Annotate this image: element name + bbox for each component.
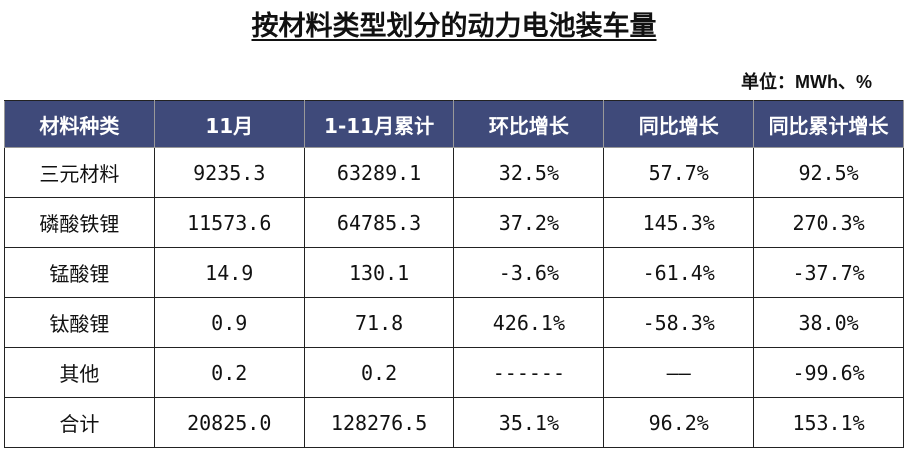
table-row: 合计 20825.0 128276.5 35.1% 96.2% 153.1%: [4, 397, 904, 448]
table-cell: 96.2%: [603, 397, 755, 448]
table-cell: 128276.5: [303, 397, 455, 448]
table-cell: ——: [603, 347, 755, 398]
table-cell: 145.3%: [603, 197, 755, 248]
table-cell: 0.2: [153, 347, 305, 398]
table-cell: 32.5%: [453, 147, 605, 198]
table-cell: 92.5%: [753, 147, 904, 198]
column-header: 1-11月累计: [303, 100, 455, 148]
table-cell: -3.6%: [453, 247, 605, 298]
table-cell: 57.7%: [603, 147, 755, 198]
data-table: 材料种类 11月 1-11月累计 环比增长 同比增长 同比累计增长 三元材料 9235.3 6…: [4, 100, 904, 448]
table-cell: ------: [453, 347, 605, 398]
table-cell: 11573.6: [153, 197, 305, 248]
table-cell: -37.7%: [753, 247, 904, 298]
table-cell: 426.1%: [453, 297, 605, 348]
table-cell: 0.9: [153, 297, 305, 348]
column-header: 11月: [153, 100, 305, 148]
table-cell: 38.0%: [753, 297, 904, 348]
row-label: 锰酸锂: [4, 247, 155, 298]
table-cell: 71.8: [303, 297, 455, 348]
table-cell: -99.6%: [753, 347, 904, 398]
table-cell: 270.3%: [753, 197, 904, 248]
table-cell: 130.1: [303, 247, 455, 298]
column-header: 同比增长: [603, 100, 755, 148]
table-cell: 64785.3: [303, 197, 455, 248]
table-cell: -58.3%: [603, 297, 755, 348]
table-cell: 20825.0: [153, 397, 305, 448]
header-row: 材料种类 11月 1-11月累计 环比增长 同比增长 同比累计增长: [4, 100, 904, 148]
row-label: 三元材料: [4, 147, 155, 198]
table-cell: 63289.1: [303, 147, 455, 198]
table-cell: 0.2: [303, 347, 455, 398]
table-row: 三元材料 9235.3 63289.1 32.5% 57.7% 92.5%: [4, 147, 904, 198]
table-cell: 153.1%: [753, 397, 904, 448]
column-header: 环比增长: [453, 100, 605, 148]
column-header: 同比累计增长: [753, 100, 904, 148]
table-cell: 14.9: [153, 247, 305, 298]
table-cell: 35.1%: [453, 397, 605, 448]
title-text: 按材料类型划分的动力电池装车量: [251, 11, 657, 42]
row-label: 合计: [4, 397, 155, 448]
table-cell: -61.4%: [603, 247, 755, 298]
column-header: 材料种类: [4, 100, 155, 148]
table-row: 锰酸锂 14.9 130.1 -3.6% -61.4% -37.7%: [4, 247, 904, 298]
row-label: 钛酸锂: [4, 297, 155, 348]
table-cell: 9235.3: [153, 147, 305, 198]
table-cell: 37.2%: [453, 197, 605, 248]
row-label: 磷酸铁锂: [4, 197, 155, 248]
table-row: 磷酸铁锂 11573.6 64785.3 37.2% 145.3% 270.3%: [4, 197, 904, 248]
row-label: 其他: [4, 347, 155, 398]
table-row: 钛酸锂 0.9 71.8 426.1% -58.3% 38.0%: [4, 297, 904, 348]
page-title: 按材料类型划分的动力电池装车量: [0, 4, 908, 43]
table-row: 其他 0.2 0.2 ------ —— -99.6%: [4, 347, 904, 398]
unit-label: 单位：MWh、%: [741, 72, 872, 92]
